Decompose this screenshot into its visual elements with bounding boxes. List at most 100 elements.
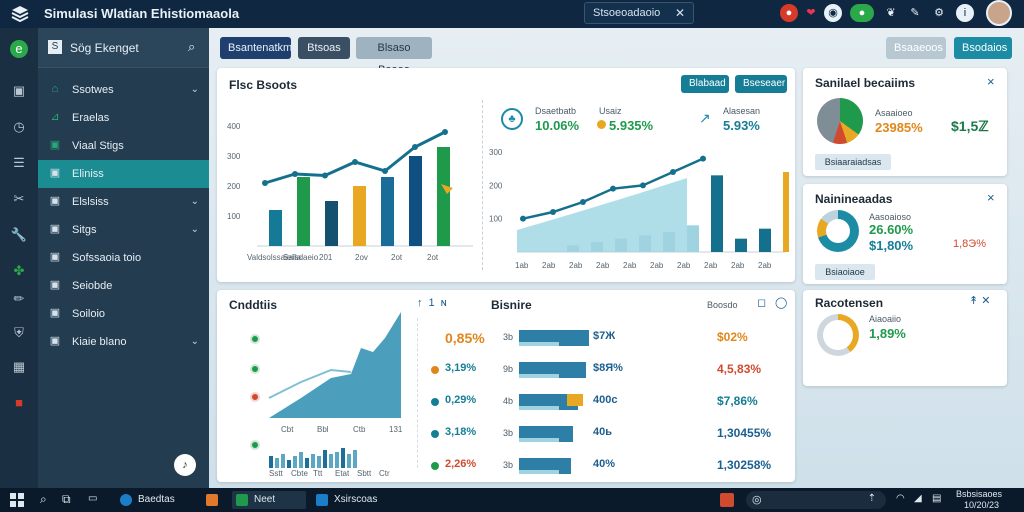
action-n-icon[interactable]: ɴ bbox=[440, 297, 453, 309]
table-icon: ▣ bbox=[49, 251, 61, 263]
volume-icon[interactable]: ◢ bbox=[914, 493, 922, 504]
close-icon[interactable]: × bbox=[987, 74, 995, 89]
sidebar-item[interactable]: ⊿ Eraelas bbox=[38, 104, 209, 132]
clock-date[interactable]: 10/20/23 bbox=[964, 500, 1000, 510]
inbox-icon[interactable]: ▣ bbox=[12, 83, 26, 98]
bell-icon[interactable]: ◻ bbox=[757, 297, 767, 309]
sidebar-item[interactable]: ⌂ Ssotwes ⌄ bbox=[38, 76, 209, 104]
bar bbox=[711, 175, 723, 252]
brand-icon[interactable]: e bbox=[10, 40, 28, 58]
arrow-icon: ↗ bbox=[699, 110, 711, 126]
leaf-icon[interactable]: ❦ bbox=[886, 7, 896, 19]
card1-chip[interactable]: Bsiaaraiadsas bbox=[815, 154, 891, 170]
bar bbox=[381, 177, 394, 246]
toolbar-right-button-1[interactable]: Bsaaeoos bbox=[886, 37, 946, 59]
row-bar-sub bbox=[519, 342, 559, 346]
clock-icon[interactable]: ◷ bbox=[13, 119, 25, 134]
taskbar-app-edge[interactable]: Baedtas bbox=[116, 491, 200, 509]
bar bbox=[409, 156, 422, 246]
area-fill bbox=[517, 178, 687, 252]
row-dot bbox=[431, 430, 439, 438]
search-tab[interactable]: Stsoeoadaoio ✕ bbox=[584, 2, 694, 24]
chevron-down-icon: ⌄ bbox=[190, 84, 199, 95]
close-icon[interactable]: ✕ bbox=[674, 6, 685, 20]
taskbar-app-store[interactable] bbox=[202, 491, 232, 509]
nav-header-title: Sög Ekenget bbox=[70, 41, 139, 55]
avatar[interactable] bbox=[986, 0, 1012, 26]
search-icon[interactable]: ⌕ bbox=[40, 492, 47, 506]
record-icon[interactable]: ● bbox=[780, 4, 798, 22]
task-view-icon[interactable]: ⧉ bbox=[62, 492, 71, 506]
toolbar-button-2[interactable]: Btsoas bbox=[298, 37, 350, 59]
pen-icon[interactable]: ✎ bbox=[910, 7, 920, 19]
sidebar-item[interactable]: ▣ Eliniss bbox=[38, 160, 209, 188]
sidebar-item[interactable]: ▣ Sofssaoia toio bbox=[38, 244, 209, 272]
sidebar-item-label: Eliniss bbox=[72, 168, 104, 180]
mini-bar bbox=[329, 454, 333, 468]
sidebar-item[interactable]: ▣ Soiloio bbox=[38, 300, 209, 328]
heart-icon[interactable]: ❤ bbox=[806, 7, 816, 19]
sidebar-item[interactable]: ▣ Kiaie blano ⌄ bbox=[38, 328, 209, 356]
taskbar-app-label: Xsirscoas bbox=[334, 494, 378, 505]
line-point bbox=[442, 129, 448, 135]
battery-icon[interactable]: ▤ bbox=[932, 493, 942, 504]
building-icon[interactable]: ▦ bbox=[12, 359, 26, 374]
taskbar-search-field[interactable]: ◎ ⇡ bbox=[746, 491, 886, 509]
y-tick-label: 100 bbox=[489, 215, 503, 224]
legend-dot bbox=[597, 120, 606, 129]
toolbar-right-button-2[interactable]: Bsodaios bbox=[954, 37, 1012, 59]
wifi-icon[interactable]: ◠ bbox=[896, 493, 905, 504]
card3-actions[interactable]: ↟ ✕ bbox=[969, 295, 991, 307]
chart-button-2[interactable]: Bseseaer bbox=[735, 75, 787, 93]
taskbar: ⌕ ⧉ ▭ Baedtas Neet Xsirscoas ◎ ⇡ ◠ ◢ ▤ B… bbox=[0, 488, 1024, 512]
toolbar-button-3[interactable]: Blsaso Boaoo bbox=[356, 37, 432, 76]
puzzle-icon[interactable]: ✤ bbox=[13, 263, 25, 278]
y-tick-label: 400 bbox=[227, 122, 241, 131]
bar bbox=[269, 210, 282, 246]
analytics-actions[interactable]: ↑1ɴ bbox=[417, 297, 453, 309]
stats-right-label: Boosdo bbox=[707, 300, 738, 310]
compass-icon[interactable]: ◉ bbox=[824, 4, 842, 22]
sidebar-item[interactable]: ▣ Seiobde bbox=[38, 272, 209, 300]
taskbar-app-notes[interactable]: Neet bbox=[232, 491, 306, 509]
legend-value-1: 10.06% bbox=[535, 118, 580, 133]
settings-icon[interactable]: ⚙ bbox=[934, 7, 944, 19]
alert-icon[interactable]: ■ bbox=[15, 395, 23, 410]
sidebar-item[interactable]: ▣ Sitgs ⌄ bbox=[38, 216, 209, 244]
grid-icon: ▣ bbox=[49, 307, 61, 319]
widgets-icon[interactable]: ▭ bbox=[88, 493, 98, 504]
action-up-icon[interactable]: ↑ bbox=[417, 297, 429, 309]
mini-bar bbox=[269, 456, 273, 468]
chat-bubble-icon[interactable]: ◯ bbox=[775, 297, 788, 309]
line-point bbox=[412, 144, 418, 150]
notification-app-icon[interactable] bbox=[720, 493, 734, 507]
wrench-icon[interactable]: 🔧 bbox=[10, 227, 28, 242]
card1-amount: $1,5ℤ bbox=[951, 118, 989, 134]
sidebar-item[interactable]: ▣ Elslsiss ⌄ bbox=[38, 188, 209, 216]
info-icon[interactable]: i bbox=[956, 4, 974, 22]
clock-time[interactable]: Bsbsisaoes bbox=[956, 489, 1003, 499]
windows-start-icon[interactable] bbox=[10, 493, 24, 507]
sidebar-item[interactable]: ▣ Viaal Stigs bbox=[38, 132, 209, 160]
taskbar-app-explorer[interactable]: Xsirscoas bbox=[312, 491, 398, 509]
search-icon[interactable]: ⌕ bbox=[188, 39, 196, 54]
toolbar-button-1[interactable]: Bsantenatkm bbox=[220, 37, 292, 59]
card2-title: Nainineaadas bbox=[815, 192, 893, 206]
pencil-icon[interactable]: ✏ bbox=[13, 291, 25, 306]
tools-icon[interactable]: ✂ bbox=[13, 191, 25, 206]
close-icon[interactable]: × bbox=[987, 190, 995, 205]
mini-x-label: Ctr bbox=[379, 469, 390, 478]
line-point bbox=[520, 215, 526, 222]
shield-icon[interactable]: ⛨ bbox=[14, 325, 24, 340]
mini-bar bbox=[323, 450, 327, 468]
card1-value: 23985% bbox=[875, 120, 923, 135]
line-point bbox=[292, 171, 298, 177]
chat-icon[interactable]: ● bbox=[850, 4, 874, 22]
legend-label-2: Usaiz bbox=[599, 106, 622, 116]
help-button[interactable]: ♪ bbox=[174, 454, 196, 476]
list-icon[interactable]: ☰ bbox=[13, 155, 25, 170]
chart-button-1[interactable]: Blabaad bbox=[681, 75, 729, 93]
mini-bar bbox=[341, 448, 345, 468]
action-one-icon[interactable]: 1 bbox=[428, 297, 441, 309]
card2-chip[interactable]: Bsiaoiaoe bbox=[815, 264, 875, 280]
